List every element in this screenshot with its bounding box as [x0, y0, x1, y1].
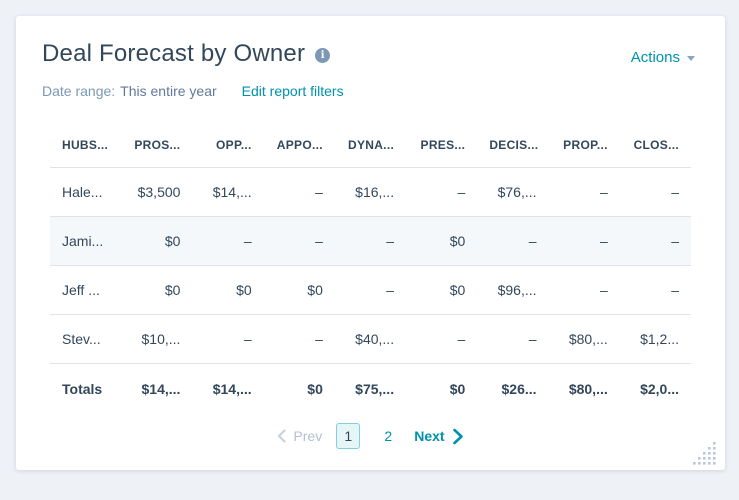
- totals-cell: $14,...: [141, 381, 181, 397]
- value-cell: –: [619, 216, 691, 266]
- value-cell: –: [334, 216, 407, 266]
- chevron-left-icon: [278, 429, 287, 443]
- next-label: Next: [414, 428, 445, 444]
- owner-cell: Jami...: [50, 216, 122, 266]
- value-cell: –: [548, 167, 620, 217]
- value-cell: –: [263, 314, 335, 364]
- prev-page-button[interactable]: Prev: [277, 428, 322, 444]
- date-range-value: This entire year: [120, 83, 217, 99]
- value-cell: $96,...: [477, 265, 549, 315]
- forecast-table: HUBS... PROS... OPP... APPO... DYNA... PRES..…: [50, 126, 691, 414]
- value-cell: –: [619, 265, 691, 315]
- value-cell: $0: [121, 265, 193, 315]
- column-header-pros[interactable]: PROS...: [121, 126, 193, 168]
- value-cell: $0: [121, 216, 193, 266]
- value-cell: $0: [406, 216, 478, 266]
- column-header-decis[interactable]: DECIS...: [477, 126, 549, 168]
- owner-cell: Hale...: [50, 167, 122, 217]
- value-cell: –: [548, 216, 620, 266]
- column-header-prop[interactable]: PROP...: [548, 126, 620, 168]
- totals-cell: $75,...: [355, 381, 395, 397]
- totals-label: Totals: [62, 381, 103, 397]
- table-header-row: HUBS... PROS... OPP... APPO... DYNA... PRES..…: [50, 126, 691, 168]
- table-row: Jami... $0– – – $0– – –: [50, 216, 691, 266]
- page-button-2[interactable]: 2: [376, 423, 400, 449]
- page-button-1[interactable]: 1: [336, 423, 361, 449]
- value-cell: –: [619, 167, 691, 217]
- value-cell: –: [548, 265, 620, 315]
- page-title: Deal Forecast by Owner: [42, 40, 306, 67]
- value-cell: –: [334, 265, 407, 315]
- value-cell: –: [406, 167, 478, 217]
- owner-cell: Stev...: [50, 314, 122, 364]
- value-cell: $80,...: [548, 314, 620, 364]
- chevron-right-icon: [452, 428, 463, 444]
- value-cell: $14,...: [192, 167, 264, 217]
- value-cell: –: [263, 167, 335, 217]
- info-icon[interactable]: i: [315, 48, 331, 63]
- value-cell: –: [477, 314, 549, 364]
- column-header-clos[interactable]: CLOS...: [619, 126, 691, 168]
- edit-report-filters-link[interactable]: Edit report filters: [241, 83, 344, 99]
- value-cell: $0: [263, 265, 335, 315]
- card-header: Deal Forecast by Owner i Actions: [16, 16, 725, 68]
- value-cell: –: [406, 314, 478, 364]
- value-cell: $16,...: [334, 167, 407, 217]
- value-cell: –: [192, 216, 264, 266]
- chevron-down-icon: [687, 56, 695, 61]
- column-header-pres[interactable]: PRES...: [406, 126, 478, 168]
- table-row: Hale... $3,500 $14,... – $16,... – $76,... – –: [50, 167, 691, 217]
- value-cell: –: [263, 216, 335, 266]
- column-header-appo[interactable]: APPO...: [263, 126, 335, 168]
- value-cell: $10,...: [121, 314, 193, 364]
- resize-grip-icon[interactable]: [693, 442, 716, 465]
- prev-label: Prev: [293, 428, 323, 444]
- actions-label: Actions: [630, 49, 680, 66]
- totals-cell: $26...: [501, 381, 537, 397]
- value-cell: $0: [192, 265, 264, 315]
- owner-cell: Jeff ...: [50, 265, 122, 315]
- totals-cell: $14,...: [212, 381, 252, 397]
- value-cell: –: [477, 216, 549, 266]
- value-cell: $1,2...: [619, 314, 691, 364]
- table-row: Stev... $10,... – – $40,... – – $80,... $1,2...: [50, 314, 691, 364]
- totals-cell: $80,...: [568, 381, 608, 397]
- totals-cell: $0: [307, 381, 323, 397]
- totals-row: Totals $14,... $14,... $0 $75,... $0 $26... $80…: [50, 364, 691, 415]
- filters-row: Date range: This entire year Edit report…: [16, 68, 725, 99]
- totals-cell: $2,0...: [640, 381, 679, 397]
- totals-cell: $0: [449, 381, 466, 397]
- next-page-button[interactable]: Next: [414, 428, 463, 445]
- date-range-label: Date range:: [42, 83, 116, 99]
- table-row: Jeff ... $0 $0 $0– $0 $96,... – –: [50, 265, 691, 315]
- value-cell: $3,500: [121, 167, 193, 217]
- value-cell: $40,...: [334, 314, 407, 364]
- value-cell: $0: [406, 265, 478, 315]
- value-cell: $76,...: [477, 167, 549, 217]
- value-cell: –: [192, 314, 264, 364]
- actions-button[interactable]: Actions: [631, 49, 695, 66]
- column-header-opp[interactable]: OPP...: [192, 126, 264, 168]
- column-header-hubs[interactable]: HUBS...: [50, 126, 122, 168]
- table-container: HUBS... PROS... OPP... APPO... DYNA... PRES..…: [50, 126, 691, 414]
- report-card: Deal Forecast by Owner i Actions Date ra…: [16, 16, 725, 470]
- column-header-dyna[interactable]: DYNA...: [334, 126, 407, 168]
